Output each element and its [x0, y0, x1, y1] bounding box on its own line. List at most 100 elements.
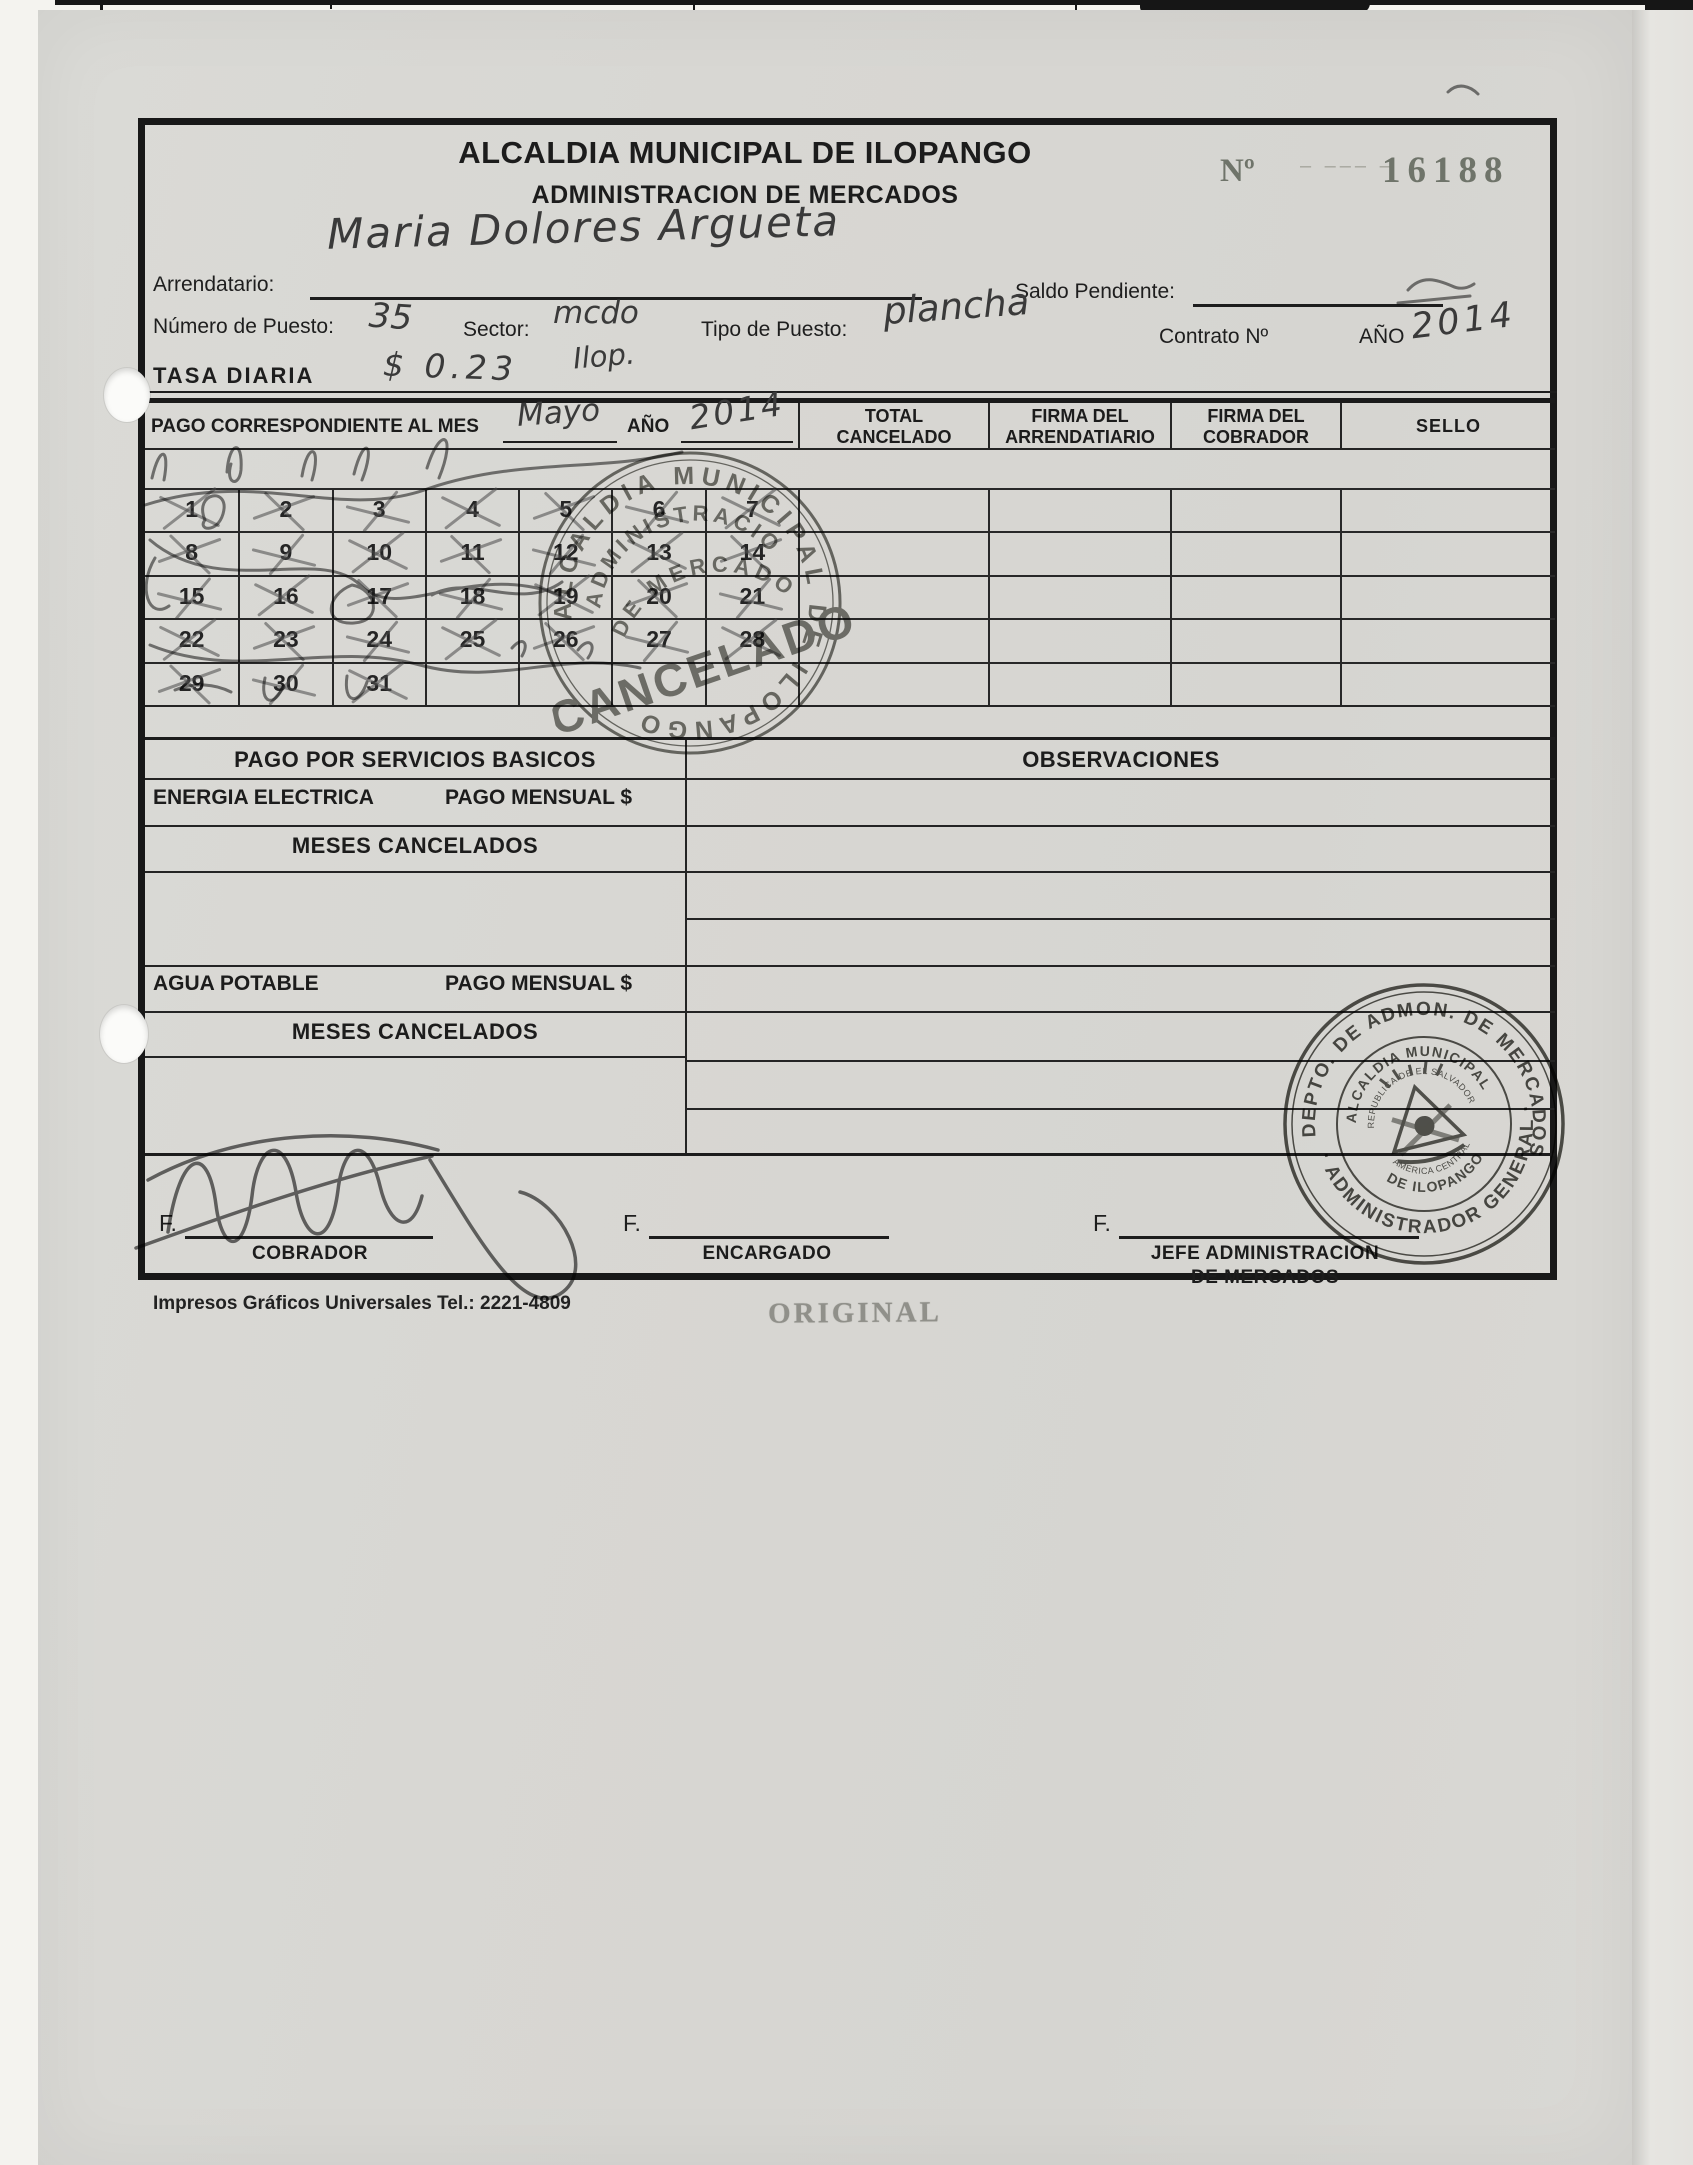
firma-jefe-caption-2: DE MERCADOS: [1190, 1267, 1339, 1288]
energia-electrica-label: ENERGIA ELECTRICA: [153, 786, 374, 809]
day-cell: 16: [238, 574, 332, 619]
day-number: 5: [559, 496, 573, 522]
day-number: 10: [366, 539, 392, 566]
rule-line: [687, 1108, 1555, 1110]
period-label: PAGO CORRESPONDIENTE AL MES: [151, 416, 479, 437]
rule-line: [145, 1011, 685, 1013]
sector-label: Sector:: [463, 318, 530, 341]
day-cell: 14: [704, 531, 798, 575]
table-empty-cell: [1340, 531, 1555, 575]
firma-encargado-caption: ENCARGADO: [702, 1243, 832, 1264]
sector-handwritten: mcdo: [553, 295, 639, 331]
day-cell: 1: [145, 488, 239, 531]
column-header-total-cancelado: TOTAL CANCELADO: [798, 403, 988, 450]
firma-jefe-caption-1: JEFE ADMINISTRACION: [1150, 1243, 1380, 1264]
month-handwritten: Mayo: [515, 392, 602, 434]
day-number: 30: [273, 669, 299, 696]
day-cell: [518, 661, 612, 705]
punch-hole: [104, 368, 150, 422]
table-empty-cell: [798, 661, 988, 705]
day-cell: 20: [611, 574, 705, 619]
day-cell: 12: [518, 531, 612, 575]
table-empty-cell: [1170, 531, 1340, 575]
table-empty-cell: [1170, 488, 1340, 532]
day-number: 21: [739, 582, 766, 609]
day-cell: 8: [145, 531, 239, 574]
services-title: PAGO POR SERVICIOS BASICOS: [234, 747, 596, 772]
day-cell: 27: [611, 618, 705, 662]
table-empty-cell: [988, 574, 1170, 619]
rule-line: [145, 778, 685, 780]
table-empty-cell: [798, 531, 988, 575]
tipo-puesto-handwritten: plancha: [881, 279, 1031, 334]
rule-line: [687, 1011, 1555, 1013]
day-number: 29: [178, 669, 205, 696]
day-number: 15: [178, 582, 205, 609]
day-cell: 29: [145, 661, 239, 705]
table-empty-cell: [988, 618, 1170, 662]
scan-artifact: [1140, 0, 1370, 13]
day-cell: 13: [611, 531, 705, 575]
day-number: 27: [646, 626, 672, 653]
firma-encargado-f: F.: [623, 1210, 641, 1236]
day-cell: 23: [238, 618, 332, 662]
day-number: 16: [273, 582, 299, 609]
day-cell: [611, 661, 705, 705]
day-cell: 2: [238, 488, 332, 532]
day-number: 11: [460, 539, 485, 566]
arrendatario-line: [310, 297, 922, 300]
pago-mensual-label: PAGO MENSUAL $: [445, 786, 633, 809]
table-empty-cell: [1170, 618, 1340, 662]
printer-credit: Impresos Gráficos Universales Tel.: 2221…: [153, 1293, 571, 1314]
payment-table: PAGO CORRESPONDIENTE AL MES Mayo AÑO 20 1…: [145, 384, 1555, 707]
day-cell: 7: [704, 488, 798, 532]
table-empty-cell: [1170, 661, 1340, 705]
table-empty-cell: [1340, 574, 1555, 619]
day-cell: 17: [331, 574, 425, 619]
day-cell: 28: [704, 618, 798, 662]
serial-number-label: Nº: [1220, 153, 1255, 189]
table-empty-cell: [798, 574, 988, 619]
firma-cobrador-f: F.: [159, 1210, 177, 1236]
day-number: 31: [366, 669, 392, 696]
contrato-label: Contrato Nº: [1159, 325, 1269, 348]
table-empty-cell: [988, 661, 1170, 705]
form-title: ALCALDIA MUNICIPAL DE ILOPANGO: [458, 135, 1032, 170]
numero-puesto-label: Número de Puesto:: [153, 315, 334, 338]
day-cell: 22: [145, 618, 239, 661]
agua-potable-label: AGUA POTABLE: [153, 972, 319, 995]
day-number: 26: [552, 626, 579, 653]
day-number: 9: [279, 539, 293, 566]
day-cell: [424, 661, 519, 705]
tasa-diaria-label: TASA DIARIA: [153, 363, 315, 388]
punch-hole: [100, 1005, 148, 1063]
copy-label: ORIGINAL: [767, 1296, 942, 1330]
day-cell: 24: [331, 618, 425, 662]
rule-line: [687, 1060, 1555, 1062]
rule-line: [145, 871, 685, 873]
meses-cancelados-label: MESES CANCELADOS: [291, 833, 539, 858]
day-number: 23: [273, 626, 299, 653]
anio-handwritten: 2014: [1408, 294, 1519, 348]
section-divider: [138, 391, 1557, 393]
saldo-pendiente-line: [1193, 304, 1443, 307]
day-cell: 3: [331, 488, 425, 532]
table-empty-cell: [988, 531, 1170, 575]
form-subtitle: ADMINISTRACION DE MERCADOS: [531, 181, 959, 209]
day-cell: 31: [331, 661, 425, 705]
rule-line: [687, 918, 1555, 920]
day-cell: 9: [238, 531, 332, 575]
observaciones-title: OBSERVACIONES: [1022, 747, 1220, 772]
period-header-cell: PAGO CORRESPONDIENTE AL MES Mayo AÑO 201…: [145, 384, 798, 450]
day-number: 24: [366, 626, 392, 653]
rule-line: [687, 778, 1555, 780]
day-cell: 30: [238, 661, 332, 705]
column-header-firma-cobrador: FIRMA DEL COBRADOR: [1170, 403, 1340, 450]
scan-artifact: [330, 0, 332, 9]
day-cell: 6: [611, 488, 705, 532]
scan-artifact: [1075, 0, 1077, 11]
scan-artifact: [55, 0, 1693, 5]
day-cell: 5: [518, 488, 612, 532]
services-section: PAGO POR SERVICIOS BASICOS OBSERVACIONES…: [145, 737, 1555, 1156]
